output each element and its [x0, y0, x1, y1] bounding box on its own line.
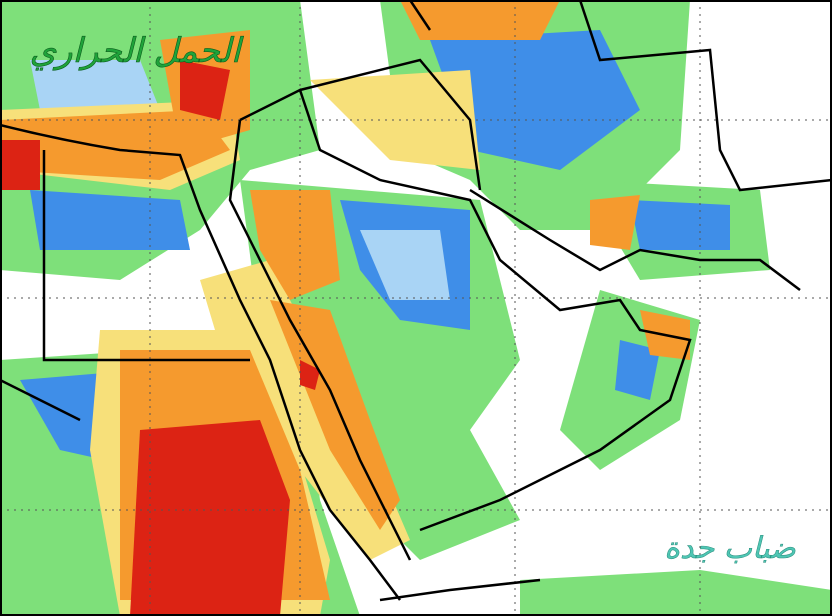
red-zones	[0, 60, 320, 616]
light-blue-zones	[30, 60, 450, 300]
caption-bottom: ضباب جدة	[664, 531, 796, 566]
caption-top: الحمل الحراري	[30, 31, 245, 71]
borders	[0, 0, 832, 602]
